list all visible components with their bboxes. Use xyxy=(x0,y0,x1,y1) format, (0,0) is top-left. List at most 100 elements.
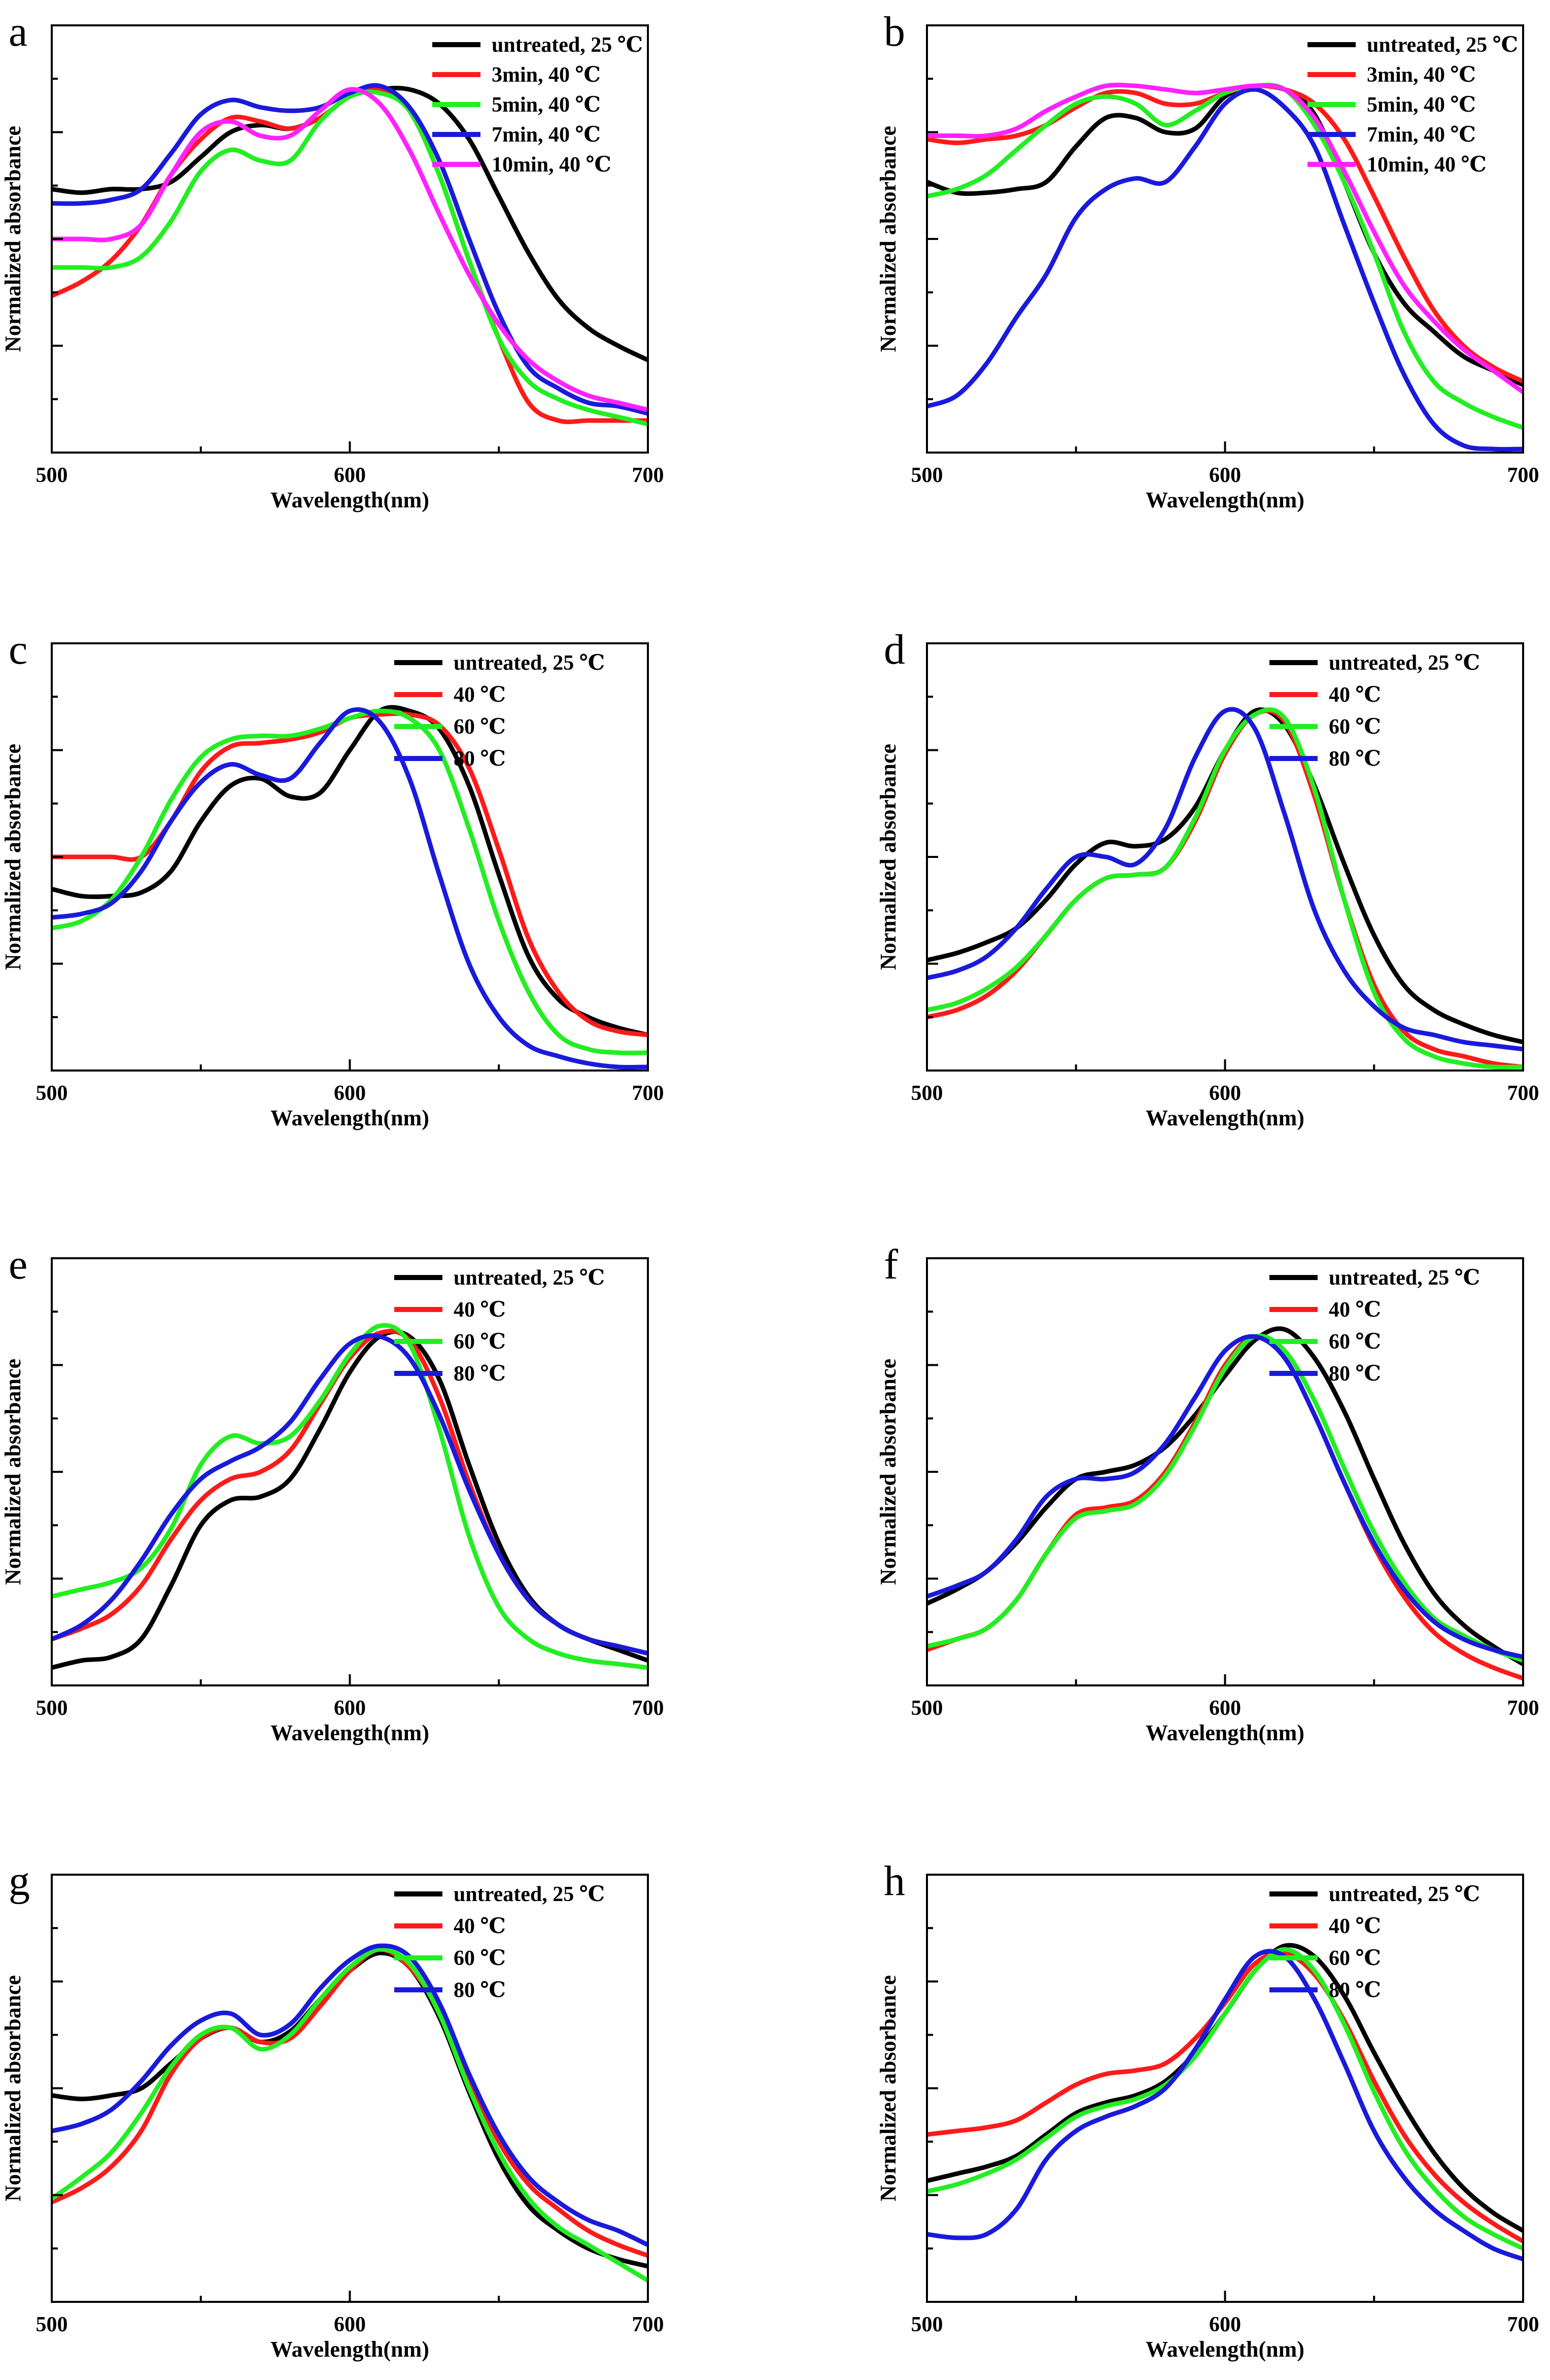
panel-label: f xyxy=(884,1241,898,1288)
legend-label-0: untreated, 25 ℃ xyxy=(454,1883,605,1906)
legend: untreated, 25 ℃ 40 ℃ 60 ℃ 80 ℃ xyxy=(394,651,605,771)
series-line-3 xyxy=(52,1333,648,1656)
series-group xyxy=(52,1323,648,1670)
series-group xyxy=(927,707,1523,1070)
x-tick-label: 600 xyxy=(1209,464,1241,487)
x-tick-label: 500 xyxy=(36,464,68,487)
x-axis-title: Wavelength(nm) xyxy=(1146,1106,1304,1130)
legend-label-2: 60 ℃ xyxy=(454,1947,506,1970)
series-group xyxy=(52,83,648,427)
legend-label-0: untreated, 25 ℃ xyxy=(492,33,643,57)
series-line-0 xyxy=(52,1329,648,1670)
legend: untreated, 25 ℃ 3min, 40 ℃ 5min, 40 ℃ 7min,… xyxy=(432,33,643,177)
chart-panel-h: h 500 600 700 Wavelength(nm) Normalized absor… xyxy=(876,1857,1539,2362)
x-tick-label: 500 xyxy=(911,464,943,487)
x-axis-title: Wavelength(nm) xyxy=(270,2337,429,2362)
series-line-1 xyxy=(52,1947,648,2258)
legend-label-3: 80 ℃ xyxy=(454,1979,506,2002)
legend-label-2: 5min, 40 ℃ xyxy=(492,93,601,117)
x-axis-title: Wavelength(nm) xyxy=(1146,1720,1304,1745)
x-tick-label: 600 xyxy=(334,1697,366,1720)
x-axis-title: Wavelength(nm) xyxy=(270,488,429,512)
series-line-1 xyxy=(927,1334,1523,1681)
x-tick-label: 500 xyxy=(36,1697,68,1720)
series-line-0 xyxy=(927,707,1523,1045)
chart-panel-e: e 500 600 700 Wavelength(nm) Normalized absor… xyxy=(1,1241,664,1745)
legend-label-0: untreated, 25 ℃ xyxy=(1367,33,1518,57)
legend: untreated, 25 ℃ 40 ℃ 60 ℃ 80 ℃ xyxy=(1269,1883,1480,2002)
series-line-0 xyxy=(927,1326,1523,1667)
legend-label-2: 60 ℃ xyxy=(454,1330,506,1354)
legend-label-4: 10min, 40 ℃ xyxy=(492,153,611,177)
chart-panel-b: b 500 600 700 Wavelength(nm) Normalized absor… xyxy=(876,8,1539,512)
x-tick-label: 600 xyxy=(334,2313,366,2336)
legend: untreated, 25 ℃ 40 ℃ 60 ℃ 80 ℃ xyxy=(1269,651,1480,771)
legend-label-0: untreated, 25 ℃ xyxy=(454,651,605,675)
panel-label: h xyxy=(884,1857,905,1905)
legend-label-3: 80 ℃ xyxy=(454,747,506,771)
series-line-2 xyxy=(927,1333,1523,1663)
x-tick-label: 700 xyxy=(1507,1082,1539,1105)
y-axis-title: Normalized absorbance xyxy=(1,126,25,352)
legend-label-1: 40 ℃ xyxy=(454,683,506,707)
x-axis-title: Wavelength(nm) xyxy=(1146,488,1304,512)
x-tick-label: 600 xyxy=(334,1082,366,1105)
x-axis-title: Wavelength(nm) xyxy=(1146,2337,1304,2362)
legend-label-1: 3min, 40 ℃ xyxy=(1367,63,1476,87)
legend: untreated, 25 ℃ 3min, 40 ℃ 5min, 40 ℃ 7min,… xyxy=(1307,33,1518,177)
legend-label-0: untreated, 25 ℃ xyxy=(1329,651,1480,675)
series-line-3 xyxy=(927,1949,1523,2262)
chart-panel-a: a 500 600 700 Wavelength(nm) Normalized absor… xyxy=(1,8,664,512)
x-axis-title: Wavelength(nm) xyxy=(270,1106,429,1130)
series-line-2 xyxy=(927,1947,1523,2251)
series-line-2 xyxy=(927,707,1523,1070)
series-line-3 xyxy=(927,1334,1523,1660)
chart-panel-d: d 500 600 700 Wavelength(nm) Normalized absor… xyxy=(876,626,1539,1130)
legend-label-3: 7min, 40 ℃ xyxy=(492,123,601,147)
y-axis-title: Normalized absorbance xyxy=(1,1975,25,2201)
legend-label-2: 60 ℃ xyxy=(1329,1947,1381,1970)
series-line-2 xyxy=(52,1323,648,1670)
plot-frame xyxy=(926,1874,1524,2303)
series-group xyxy=(927,82,1523,452)
panel-label: d xyxy=(884,626,905,673)
series-line-1 xyxy=(927,708,1523,1070)
x-tick-label: 700 xyxy=(632,1697,664,1720)
panel-label: g xyxy=(9,1857,30,1905)
legend-label-1: 3min, 40 ℃ xyxy=(492,63,601,87)
panel-label: e xyxy=(9,1241,27,1288)
x-tick-label: 700 xyxy=(1507,2313,1539,2336)
legend-label-0: untreated, 25 ℃ xyxy=(1329,1266,1480,1290)
legend-label-1: 40 ℃ xyxy=(1329,1298,1381,1322)
legend-label-3: 80 ℃ xyxy=(1329,1362,1381,1386)
x-tick-label: 500 xyxy=(911,1082,943,1105)
series-line-1 xyxy=(927,1950,1523,2244)
legend-label-3: 80 ℃ xyxy=(454,1362,506,1386)
series-line-4 xyxy=(927,82,1523,395)
x-tick-label: 600 xyxy=(1209,1697,1241,1720)
panel-label: a xyxy=(9,8,27,55)
chart-panel-c: c 500 600 700 Wavelength(nm) Normalized absor… xyxy=(1,626,664,1130)
series-line-3 xyxy=(52,83,648,416)
series-line-3 xyxy=(52,707,648,1070)
legend-label-3: 80 ℃ xyxy=(1329,1979,1381,2002)
legend-label-3: 80 ℃ xyxy=(1329,747,1381,771)
legend-label-1: 40 ℃ xyxy=(454,1915,506,1938)
series-line-3 xyxy=(927,87,1523,452)
x-tick-label: 700 xyxy=(632,2313,664,2336)
series-line-0 xyxy=(52,705,648,1038)
legend-label-3: 7min, 40 ℃ xyxy=(1367,123,1476,147)
x-tick-label: 500 xyxy=(911,2313,943,2336)
legend: untreated, 25 ℃ 40 ℃ 60 ℃ 80 ℃ xyxy=(394,1266,605,1386)
x-tick-label: 700 xyxy=(1507,464,1539,487)
y-axis-title: Normalized absorbance xyxy=(1,1359,25,1585)
x-tick-label: 700 xyxy=(632,464,664,487)
chart-panel-f: f 500 600 700 Wavelength(nm) Normalized absor… xyxy=(876,1241,1539,1745)
y-axis-title: Normalized absorbance xyxy=(876,1975,901,2201)
y-axis-title: Normalized absorbance xyxy=(876,126,901,352)
y-axis-title: Normalized absorbance xyxy=(1,744,25,970)
legend-label-2: 5min, 40 ℃ xyxy=(1367,93,1476,117)
chart-panel-g: g 500 600 700 Wavelength(nm) Normalized absor… xyxy=(1,1857,664,2362)
x-tick-label: 500 xyxy=(911,1697,943,1720)
legend-label-4: 10min, 40 ℃ xyxy=(1367,153,1487,177)
